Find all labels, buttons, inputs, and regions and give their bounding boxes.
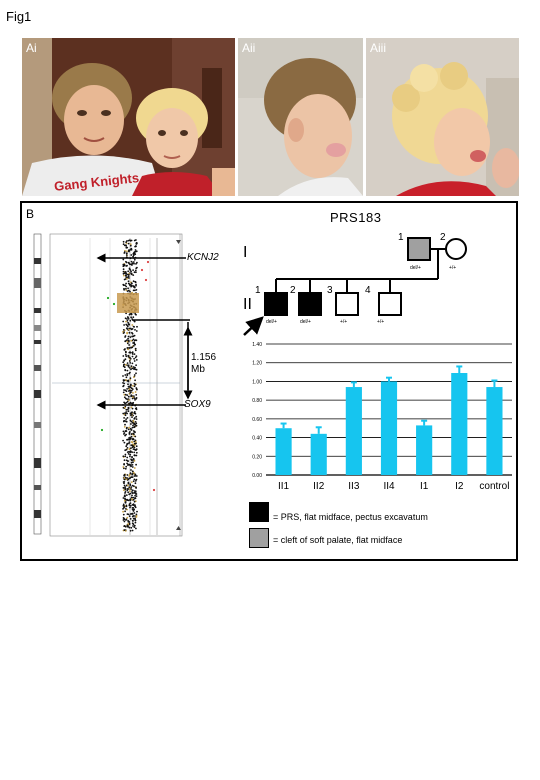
y-tick-label: 0.00	[252, 473, 262, 479]
pedigree-title: PRS183	[330, 210, 382, 225]
pedigree-ii2-symbol	[298, 292, 322, 316]
legend-swatch-prs	[249, 502, 269, 522]
bar-II1	[275, 428, 292, 475]
bar-II3	[345, 387, 362, 475]
gene-label-kcnj2: KCNJ2	[187, 252, 219, 263]
generation-label-ii: II	[243, 296, 252, 313]
pedigree-diagram	[243, 237, 467, 336]
x-tick-label-II4: II4	[383, 481, 395, 492]
genotype-ii3: +/+	[340, 319, 348, 325]
x-tick-label-II2: II2	[313, 481, 325, 492]
pedigree-i1-symbol	[407, 237, 431, 261]
pedigree-ii3-symbol	[335, 292, 359, 316]
y-tick-label: 0.40	[252, 436, 262, 442]
photo-aii: Aii	[238, 38, 363, 196]
y-tick-label: 0.20	[252, 454, 262, 460]
interval-unit: Mb	[191, 364, 205, 375]
y-tick-label: 1.20	[252, 361, 262, 367]
genotype-ii4: +/+	[377, 319, 385, 325]
legend-label-prs: = PRS, flat midface, pectus excavatum	[273, 512, 428, 522]
y-tick-label: 1.00	[252, 379, 262, 385]
bar-I1	[416, 425, 433, 475]
panel-label-ai: Ai	[26, 41, 37, 55]
ind-number-i1: 1	[398, 232, 404, 243]
panel-b-frame	[20, 201, 518, 561]
expression-bar-chart: 0.00 0.20 0.40 0.60 0.80 1.00 1.20 1.40 II1 II2 II…	[252, 342, 512, 492]
legend-swatch-cleft	[249, 528, 269, 548]
ind-number-i2: 2	[440, 232, 446, 243]
y-tick-label: 0.80	[252, 398, 262, 404]
photo-ai: Gang Knights Ai	[22, 38, 235, 196]
pedigree-i2-symbol	[445, 238, 467, 260]
cnv-annotations	[96, 253, 193, 410]
cnv-array-plot	[30, 230, 190, 545]
y-tick-label: 1.40	[252, 342, 262, 348]
legend-label-cleft: = cleft of soft palate, flat midface	[273, 535, 403, 545]
interval-value: 1.156	[191, 352, 217, 363]
photo-aiii: Aiii	[366, 38, 519, 196]
x-tick-label-II1: II1	[278, 481, 290, 492]
figure-title: Fig1	[6, 9, 32, 24]
bar-control	[486, 387, 503, 475]
generation-label-i: I	[243, 244, 248, 261]
bar-II4	[380, 381, 398, 475]
y-tick-label: 0.60	[252, 417, 262, 423]
ind-number-ii3: 3	[327, 285, 333, 296]
gene-label-sox9: SOX9	[184, 399, 211, 410]
ind-number-ii1: 1	[255, 285, 261, 296]
genotype-ii2: del/+	[300, 319, 311, 325]
genotype-i1: del/+	[410, 265, 421, 271]
genotype-ii1: del/+	[266, 319, 277, 325]
pedigree-ii1-symbol	[264, 292, 288, 316]
ind-number-ii4: 4	[365, 285, 371, 296]
bar-I2	[451, 373, 468, 475]
x-tick-label-II3: II3	[348, 481, 360, 492]
panel-label-aiii: Aiii	[370, 41, 387, 55]
x-tick-label-control: control	[479, 481, 509, 492]
panel-label-b: B	[26, 207, 35, 221]
ind-number-ii2: 2	[290, 285, 296, 296]
bar-II2	[310, 433, 327, 475]
panel-label-aii: Aii	[242, 41, 256, 55]
x-tick-label-I1: I1	[420, 481, 429, 492]
pedigree-ii4-symbol	[378, 292, 402, 316]
genotype-i2: +/+	[449, 265, 457, 271]
x-tick-label-I2: I2	[455, 481, 464, 492]
